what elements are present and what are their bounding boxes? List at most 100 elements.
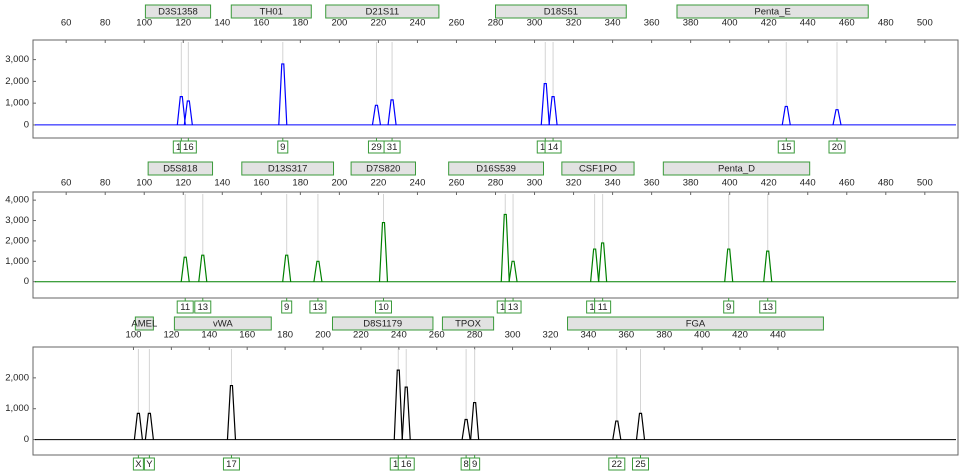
locus-label: FGA <box>686 319 706 330</box>
x-tick-label: 420 <box>761 18 777 29</box>
x-tick-label: 240 <box>391 330 407 341</box>
x-tick-label: 360 <box>618 330 634 341</box>
allele-label: 13 <box>762 302 773 313</box>
x-tick-label: 480 <box>878 18 894 29</box>
locus-label: D21S11 <box>365 7 399 18</box>
peak <box>500 213 510 282</box>
y-tick-label: 2,000 <box>5 235 29 246</box>
locus-label: CSF1PO <box>579 164 617 175</box>
allele-box <box>383 140 401 154</box>
x-tick-label: 180 <box>292 178 308 189</box>
x-tick-label: 260 <box>429 330 445 341</box>
locus-box <box>147 161 214 176</box>
x-tick-label: 280 <box>467 330 483 341</box>
x-tick-label: 420 <box>761 178 777 189</box>
x-tick-label: 340 <box>605 178 621 189</box>
locus-label: Penta_D <box>718 164 755 175</box>
peak <box>183 100 193 126</box>
allele-label: 17 <box>226 459 237 470</box>
x-tick-label: 80 <box>100 178 111 189</box>
x-tick-label: 240 <box>410 18 426 29</box>
locus-label: D8S1179 <box>363 319 402 330</box>
allele-label: 13 <box>313 302 324 313</box>
x-tick-label: 260 <box>449 18 465 29</box>
peak <box>180 256 190 282</box>
x-tick-label: 460 <box>839 178 855 189</box>
allele-label: 16 <box>401 459 412 470</box>
peak <box>724 248 734 282</box>
allele-box <box>374 300 392 314</box>
peak <box>508 260 518 282</box>
x-tick-label: 380 <box>683 178 699 189</box>
locus-box <box>495 4 627 19</box>
allele-label: 31 <box>387 142 398 153</box>
x-tick-label: 200 <box>331 18 347 29</box>
x-tick-label: 140 <box>201 330 217 341</box>
x-tick-label: 320 <box>566 178 582 189</box>
peak <box>133 412 143 440</box>
allele-box <box>309 300 327 314</box>
x-tick-label: 420 <box>732 330 748 341</box>
x-tick-label: 440 <box>770 330 786 341</box>
x-tick-label: 380 <box>656 330 672 341</box>
allele-label: Y <box>146 459 153 470</box>
allele-box <box>469 457 481 471</box>
allele-label: 20 <box>832 142 843 153</box>
x-tick-label: 180 <box>277 330 293 341</box>
x-tick-label: 200 <box>315 330 331 341</box>
locus-box <box>676 4 869 19</box>
x-tick-label: 380 <box>683 18 699 29</box>
x-tick-label: 100 <box>136 178 152 189</box>
y-tick-label: 3,000 <box>5 215 29 226</box>
allele-box <box>222 457 240 471</box>
x-tick-label: 300 <box>527 18 543 29</box>
locus-box <box>325 4 440 19</box>
y-tick-label: 0 <box>24 276 29 287</box>
plot-frame <box>32 191 959 299</box>
locus-box <box>173 316 272 331</box>
x-tick-label: 440 <box>800 178 816 189</box>
locus-label: D13S317 <box>268 164 308 175</box>
x-tick-label: 160 <box>239 330 255 341</box>
locus-box <box>241 161 335 176</box>
allele-box <box>397 457 415 471</box>
peak <box>226 384 237 440</box>
peak <box>781 105 791 126</box>
x-tick-label: 320 <box>543 330 559 341</box>
x-tick-label: 100 <box>126 330 142 341</box>
plot-frame <box>32 346 959 456</box>
peak <box>461 418 471 440</box>
peak <box>598 242 608 282</box>
x-tick-label: 220 <box>353 330 369 341</box>
peak <box>278 63 288 125</box>
x-tick-label: 80 <box>100 18 111 29</box>
allele-box <box>194 300 212 314</box>
allele-label: 14 <box>548 142 559 153</box>
x-tick-label: 60 <box>61 178 72 189</box>
locus-label: AMEL <box>131 319 157 330</box>
allele-label: 13 <box>508 302 519 313</box>
x-tick-label: 160 <box>253 178 269 189</box>
x-tick-label: 300 <box>505 330 521 341</box>
x-tick-label: 360 <box>644 178 660 189</box>
plot-frame <box>32 39 959 139</box>
allele-label: 16 <box>183 142 194 153</box>
locus-box <box>230 4 312 19</box>
x-tick-label: 460 <box>839 18 855 29</box>
x-tick-label: 500 <box>917 178 933 189</box>
allele-label: 9 <box>472 459 477 470</box>
locus-box <box>350 161 416 176</box>
locus-box <box>567 316 824 331</box>
x-tick-label: 400 <box>722 18 738 29</box>
peak <box>763 250 773 282</box>
allele-label: 11 <box>180 302 190 313</box>
locus-box <box>561 161 635 176</box>
x-tick-label: 160 <box>253 18 269 29</box>
x-tick-label: 220 <box>370 178 386 189</box>
x-tick-label: 120 <box>175 18 191 29</box>
x-tick-label: 200 <box>331 178 347 189</box>
peak <box>393 369 403 440</box>
x-tick-label: 140 <box>214 18 230 29</box>
locus-label: TPOX <box>455 319 482 330</box>
locus-box <box>331 316 434 331</box>
